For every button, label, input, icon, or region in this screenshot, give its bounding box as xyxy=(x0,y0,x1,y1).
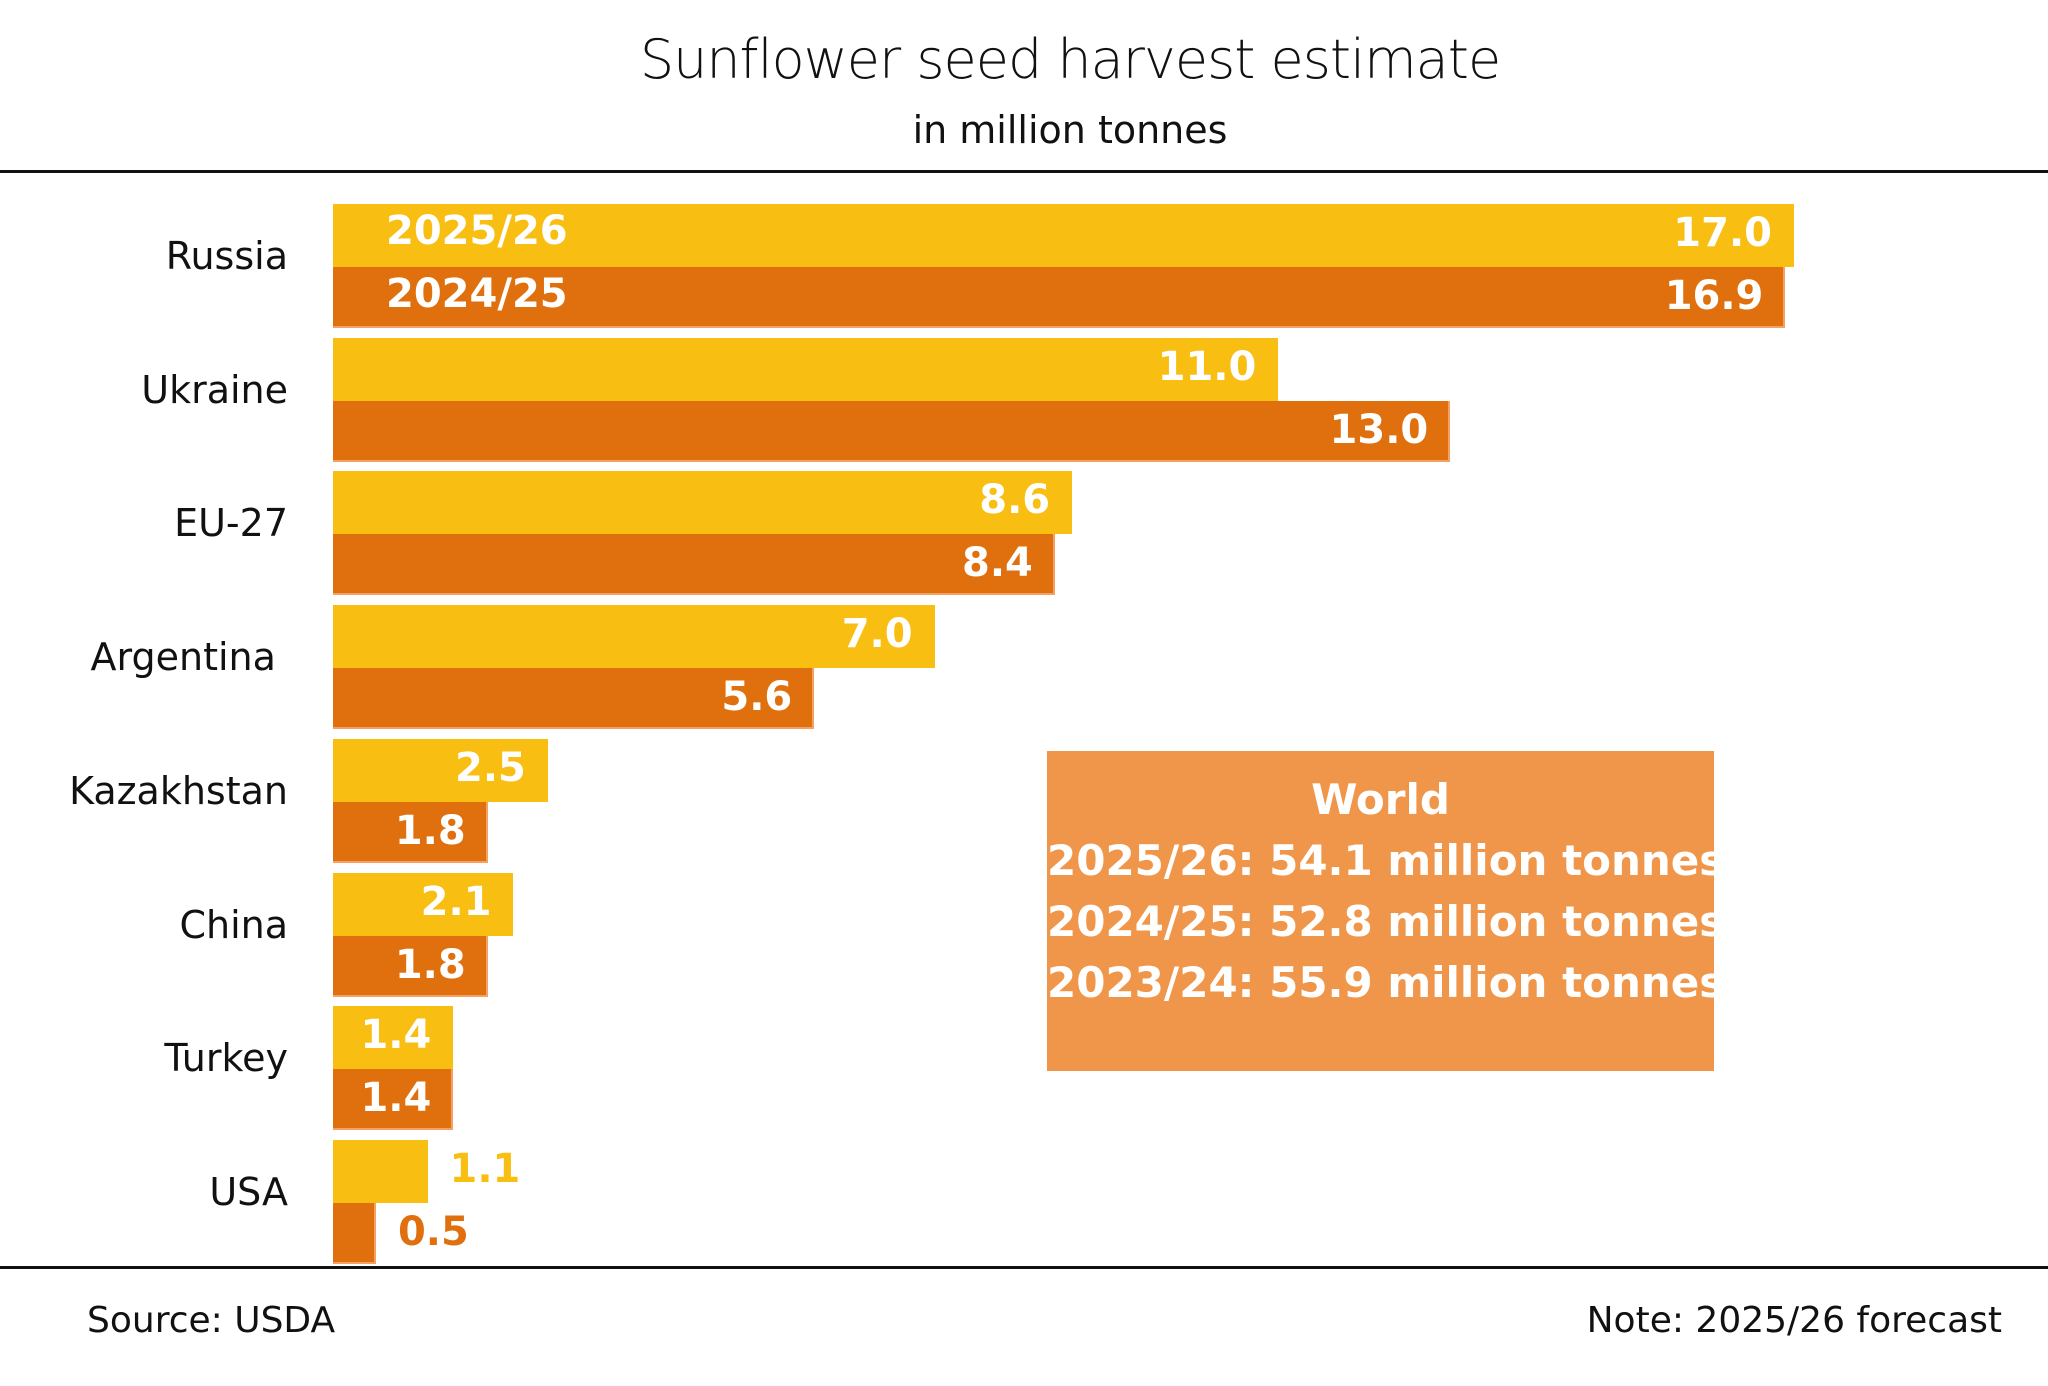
category-label-china: China xyxy=(179,902,288,947)
bottom-divider xyxy=(0,1266,2048,1269)
bar-eu-27-2024-25 xyxy=(333,534,1055,596)
bar-china-2024-25 xyxy=(333,935,488,997)
chart-title: Sunflower seed harvest estimate xyxy=(639,28,1501,91)
value-label-argentina-2025-26: 7.0 xyxy=(841,611,913,658)
top-divider xyxy=(0,170,2048,173)
value-label-turkey-2025-26: 1.4 xyxy=(360,1012,432,1059)
category-label-kazakhstan: Kazakhstan xyxy=(69,768,288,813)
world-line-2025-26: 2025/26: 54.1 million tonnes xyxy=(1047,836,1725,885)
world-line-2024-25: 2024/25: 52.8 million tonnes xyxy=(1047,897,1725,946)
value-label-russia-2024-25: 16.9 xyxy=(1664,273,1764,319)
value-label-russia-2025-26: 17.0 xyxy=(1673,210,1772,256)
value-label-eu-27-2025-26: 8.6 xyxy=(979,477,1051,524)
value-label-eu-27-2024-25: 8.4 xyxy=(962,540,1033,587)
bar-argentina-2024-25 xyxy=(333,668,815,730)
legend-label-2025-26: 2025/26 xyxy=(386,208,568,254)
value-label-turkey-2024-25: 1.4 xyxy=(360,1075,432,1122)
category-label-argentina: Argentina xyxy=(90,635,288,680)
value-label-kazakhstan-2024-25: 1.8 xyxy=(394,807,466,854)
legend-label-2024-25: 2024/25 xyxy=(386,271,568,317)
value-label-usa-2024-25: 0.5 xyxy=(397,1208,469,1255)
category-label-ukraine: Ukraine xyxy=(141,367,288,412)
bar-usa-2025-26 xyxy=(333,1139,428,1203)
category-label-usa: USA xyxy=(209,1169,288,1214)
bar-ukraine-2024-25 xyxy=(333,400,1451,462)
category-label-turkey: Turkey xyxy=(164,1036,288,1081)
bar-kazakhstan-2024-25 xyxy=(333,801,488,863)
source-note: Source: USDA xyxy=(87,1300,336,1341)
bar-turkey-2024-25 xyxy=(333,1069,454,1131)
bar-russia-2025-26 xyxy=(333,204,1794,267)
category-label-russia: Russia xyxy=(165,234,288,278)
category-label-eu-27: EU-27 xyxy=(174,501,288,546)
value-label-kazakhstan-2025-26: 2.5 xyxy=(454,744,526,791)
world-line-2023-24: 2023/24: 55.9 million tonnes xyxy=(1047,958,1725,1007)
world-box-title: World xyxy=(1311,775,1450,824)
forecast-note: Note: 2025/26 forecast xyxy=(1586,1300,2002,1341)
bar-china-2025-26 xyxy=(333,872,514,936)
chart-subtitle: in million tonnes xyxy=(912,108,1228,152)
value-label-argentina-2024-25: 5.6 xyxy=(721,674,793,721)
bar-russia-2024-25 xyxy=(333,267,1786,328)
bar-turkey-2025-26 xyxy=(333,1006,454,1070)
bar-argentina-2025-26 xyxy=(333,605,935,669)
value-label-usa-2025-26: 1.1 xyxy=(449,1145,521,1192)
value-label-china-2025-26: 2.1 xyxy=(420,878,492,925)
value-label-china-2024-25: 1.8 xyxy=(394,941,466,988)
bar-kazakhstan-2025-26 xyxy=(333,738,548,802)
bar-ukraine-2025-26 xyxy=(333,337,1279,401)
value-label-ukraine-2024-25: 13.0 xyxy=(1329,406,1429,453)
value-label-ukraine-2025-26: 11.0 xyxy=(1157,343,1257,390)
bar-eu-27-2025-26 xyxy=(333,471,1073,535)
world-total-box: World 2025/26: 54.1 million tonnes 2024/… xyxy=(1047,751,1725,1071)
bar-usa-2024-25 xyxy=(333,1202,376,1264)
